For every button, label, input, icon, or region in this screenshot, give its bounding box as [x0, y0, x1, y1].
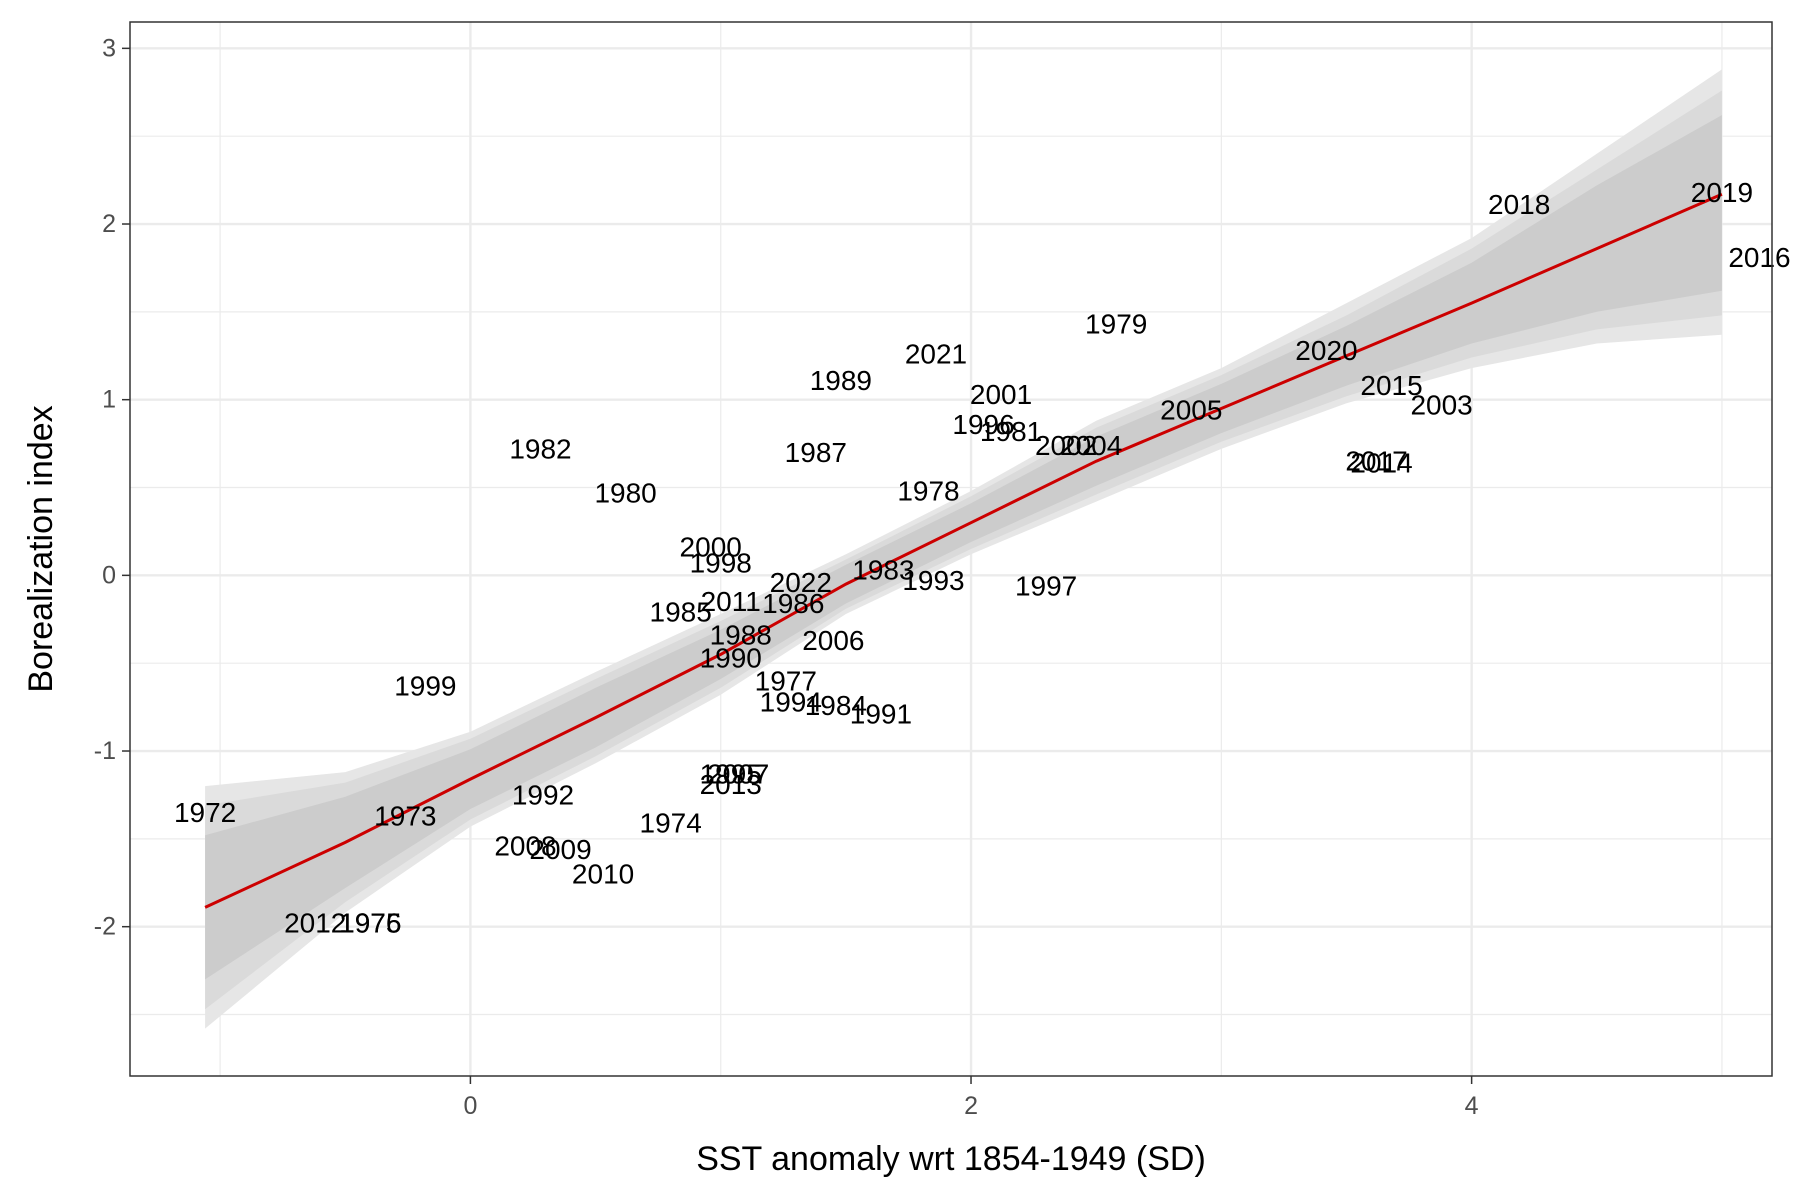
point-label-1987: 1987 [785, 437, 847, 468]
point-label-1982: 1982 [509, 433, 571, 464]
point-label-1983: 1983 [852, 555, 914, 586]
point-label-2007: 2007 [707, 758, 769, 789]
point-label-1991: 1991 [850, 699, 912, 730]
x-tick-label: 4 [1465, 1092, 1479, 1120]
point-label-1999: 1999 [394, 671, 456, 702]
point-label-1988: 1988 [710, 620, 772, 651]
point-label-1984: 1984 [805, 690, 867, 721]
point-label-2017: 2017 [1345, 446, 1407, 477]
point-label-1980: 1980 [594, 477, 656, 508]
point-label-2009: 2009 [529, 834, 591, 865]
point-label-2003: 2003 [1410, 389, 1472, 420]
y-axis-title: Borealization index [22, 405, 60, 692]
point-label-2010: 2010 [572, 858, 634, 889]
point-label-2016: 2016 [1728, 242, 1790, 273]
point-label-2000: 2000 [680, 532, 742, 563]
band-90 [205, 90, 1722, 1010]
point-label-2002: 2002 [1035, 430, 1097, 461]
fit-line [204, 192, 1723, 909]
point-label-1981: 1981 [980, 416, 1042, 447]
point-label-2012: 2012 [284, 908, 346, 939]
x-axis-title: SST anomaly wrt 1854-1949 (SD) [696, 1140, 1206, 1178]
point-label-1973: 1973 [374, 801, 436, 832]
point-label-2001: 2001 [970, 379, 1032, 410]
point-label-1977: 1977 [755, 665, 817, 696]
point-label-1990: 1990 [700, 642, 762, 673]
y-tick-label: 3 [102, 34, 116, 62]
band-80 [205, 115, 1722, 980]
point-label-1976: 1976 [339, 908, 401, 939]
point-label-2005: 2005 [1160, 395, 1222, 426]
y-tick-label: -2 [94, 913, 116, 941]
point-label-1989: 1989 [810, 365, 872, 396]
point-label-1985: 1985 [650, 597, 712, 628]
point-label-2006: 2006 [802, 625, 864, 656]
x-tick-label: 0 [463, 1092, 477, 1120]
point-label-1998: 1998 [690, 548, 752, 579]
x-tick-label: 2 [964, 1092, 978, 1120]
point-label-1972: 1972 [174, 797, 236, 828]
point-label-1996: 1996 [952, 409, 1014, 440]
y-tick-label: 0 [102, 561, 116, 589]
plot-border [129, 21, 1773, 1077]
x-axis: 0 2 4 [463, 1076, 1479, 1120]
point-label-2014: 2014 [1350, 447, 1412, 478]
point-label-1993: 1993 [902, 565, 964, 596]
point-label-1979: 1979 [1085, 309, 1147, 340]
y-tick-label: 2 [102, 210, 116, 238]
point-label-1986: 1986 [762, 588, 824, 619]
point-label-2022: 2022 [770, 567, 832, 598]
point-label-2021: 2021 [905, 339, 967, 370]
point-label-1994: 1994 [760, 686, 822, 717]
point-label-1992: 1992 [512, 779, 574, 810]
point-label-2004: 2004 [1060, 430, 1122, 461]
confidence-bands [205, 69, 1722, 1029]
y-axis: -2 -1 0 1 2 3 [94, 34, 130, 941]
point-label-1975: 1975 [339, 908, 401, 939]
point-label-2008: 2008 [494, 830, 556, 861]
point-label-2020: 2020 [1295, 335, 1357, 366]
point-label-1997: 1997 [1015, 570, 1077, 601]
point-label-2018: 2018 [1488, 189, 1550, 220]
point-label-1974: 1974 [640, 808, 702, 839]
y-tick-label: 1 [102, 386, 116, 414]
point-label-2013: 2013 [700, 769, 762, 800]
point-label-2011: 2011 [701, 586, 761, 617]
y-tick-label: -1 [94, 737, 116, 765]
point-label-2015: 2015 [1360, 370, 1422, 401]
point-label-1995: 1995 [700, 758, 762, 789]
point-label-2019: 2019 [1691, 177, 1753, 208]
point-label-1978: 1978 [897, 476, 959, 507]
